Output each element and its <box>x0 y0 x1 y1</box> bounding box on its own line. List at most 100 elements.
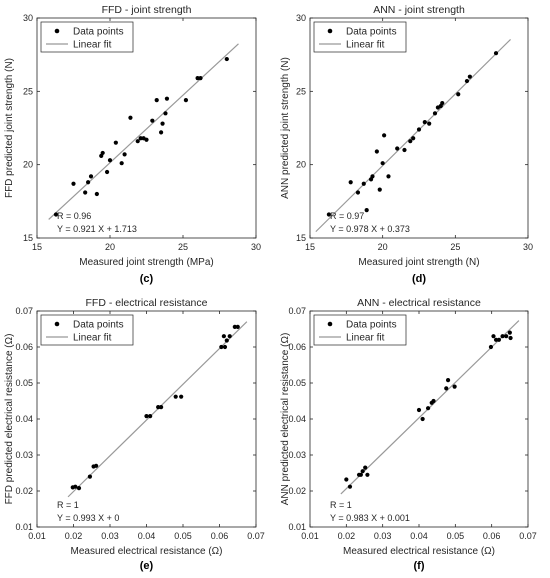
linear-fit-line <box>48 43 239 220</box>
data-point <box>386 174 391 179</box>
data-point <box>160 121 165 126</box>
panel-caption: (f) <box>414 560 425 572</box>
data-point <box>154 98 159 103</box>
y-tick-label: 0.01 <box>288 522 306 532</box>
legend-marker-points <box>54 28 60 34</box>
data-point <box>135 139 140 144</box>
y-tick-label: 0.04 <box>288 414 306 424</box>
y-tick-label: 15 <box>296 233 306 243</box>
x-tick-label: 0.01 <box>28 531 46 541</box>
annotation-equation: Y = 0.921 X + 1.713 <box>57 224 137 234</box>
y-axis-label: ANN predicted electrical resistance (Ω) <box>280 333 291 506</box>
legend-marker-points <box>327 321 333 327</box>
annotation-equation: Y = 0.978 X + 0.373 <box>330 224 410 234</box>
data-point <box>491 334 496 339</box>
x-tick-label: 0.01 <box>301 531 319 541</box>
data-point <box>500 334 505 339</box>
annotation-r: R = 0.96 <box>57 211 91 221</box>
data-point <box>232 324 237 329</box>
data-point <box>402 147 407 153</box>
data-point <box>76 486 82 491</box>
data-point <box>464 78 470 84</box>
x-tick-label: 20 <box>105 242 115 252</box>
legend-box <box>40 314 134 346</box>
x-tick-label: 0.06 <box>211 531 229 541</box>
data-point <box>222 344 228 350</box>
legend-label-fit: Linear fit <box>73 40 112 51</box>
y-axis-label: ANN predicted joint strength (N) <box>280 57 291 199</box>
chart-title: FFD - joint strength <box>102 4 192 16</box>
data-point <box>326 212 331 217</box>
data-point <box>358 472 363 477</box>
x-tick-label: 25 <box>450 242 460 252</box>
data-point <box>440 100 445 106</box>
y-tick-label: 0.06 <box>15 342 33 352</box>
data-point <box>432 111 438 116</box>
data-point <box>364 208 369 213</box>
data-point <box>148 414 153 419</box>
data-point <box>493 337 499 342</box>
data-point <box>235 324 240 329</box>
data-point <box>94 191 99 197</box>
data-point <box>150 118 155 123</box>
data-point <box>444 386 449 391</box>
data-point <box>138 136 143 141</box>
y-tick-label: 0.02 <box>288 486 306 496</box>
y-tick-label: 20 <box>296 160 306 170</box>
data-point <box>144 414 149 419</box>
chart-panel-3: FFD - electrical resistance 0.01 0.02 0.03 0… <box>4 297 265 572</box>
y-tick-label: 0.07 <box>288 306 306 316</box>
data-point <box>380 161 385 166</box>
data-point <box>183 98 189 103</box>
data-point <box>445 378 451 383</box>
panel-caption: (e) <box>140 560 154 572</box>
data-point <box>113 140 118 145</box>
data-point <box>87 474 93 479</box>
data-point <box>221 334 226 339</box>
y-tick-label: 30 <box>23 13 33 23</box>
data-point <box>227 334 232 339</box>
y-tick-label: 0.07 <box>15 306 33 316</box>
legend-label-points: Data points <box>73 27 124 38</box>
x-tick-label: 0.04 <box>410 531 428 541</box>
data-point <box>374 149 379 154</box>
data-point <box>128 115 133 120</box>
x-tick-label: 0.02 <box>65 531 83 541</box>
y-axis-label: FFD predicted joint strength (N) <box>4 58 15 198</box>
data-point <box>408 139 413 144</box>
x-tick-label: 0.03 <box>101 531 119 541</box>
chart-panel-2: ANN - joint strength 15 20 25 30 15 20 25 30 Meas… <box>280 4 533 285</box>
panel-caption: (d) <box>412 273 426 285</box>
data-point <box>164 96 170 101</box>
x-tick-label: 0.05 <box>447 531 465 541</box>
data-point <box>363 465 368 470</box>
y-axis-label: FFD predicted electrical resistance (Ω) <box>4 334 15 505</box>
chart-title: ANN - electrical resistance <box>357 297 481 309</box>
data-point <box>452 384 457 389</box>
data-point <box>104 169 110 175</box>
y-tick-label: 0.03 <box>288 450 306 460</box>
annotation-r: R = 1 <box>330 500 352 510</box>
data-point <box>422 120 427 125</box>
annotation-r: R = 0.97 <box>330 211 364 221</box>
data-point <box>456 92 461 97</box>
x-tick-label: 25 <box>178 242 188 252</box>
legend-label-points: Data points <box>73 320 124 331</box>
data-point <box>488 344 494 350</box>
y-tick-label: 0.02 <box>15 486 33 496</box>
data-point <box>219 344 224 350</box>
data-point <box>427 121 432 126</box>
data-point <box>377 187 382 192</box>
data-point <box>73 484 78 489</box>
data-point <box>493 51 499 56</box>
data-point <box>348 180 353 185</box>
plot-area <box>36 17 257 239</box>
x-tick-label: 0.07 <box>247 531 265 541</box>
data-point <box>416 127 422 132</box>
data-point <box>179 394 184 399</box>
x-tick-label: 0.05 <box>174 531 192 541</box>
legend-label-fit: Linear fit <box>73 333 112 344</box>
x-axis-label: Measured electrical resistance (Ω) <box>343 546 495 557</box>
data-point <box>370 174 375 179</box>
data-point <box>361 181 366 186</box>
